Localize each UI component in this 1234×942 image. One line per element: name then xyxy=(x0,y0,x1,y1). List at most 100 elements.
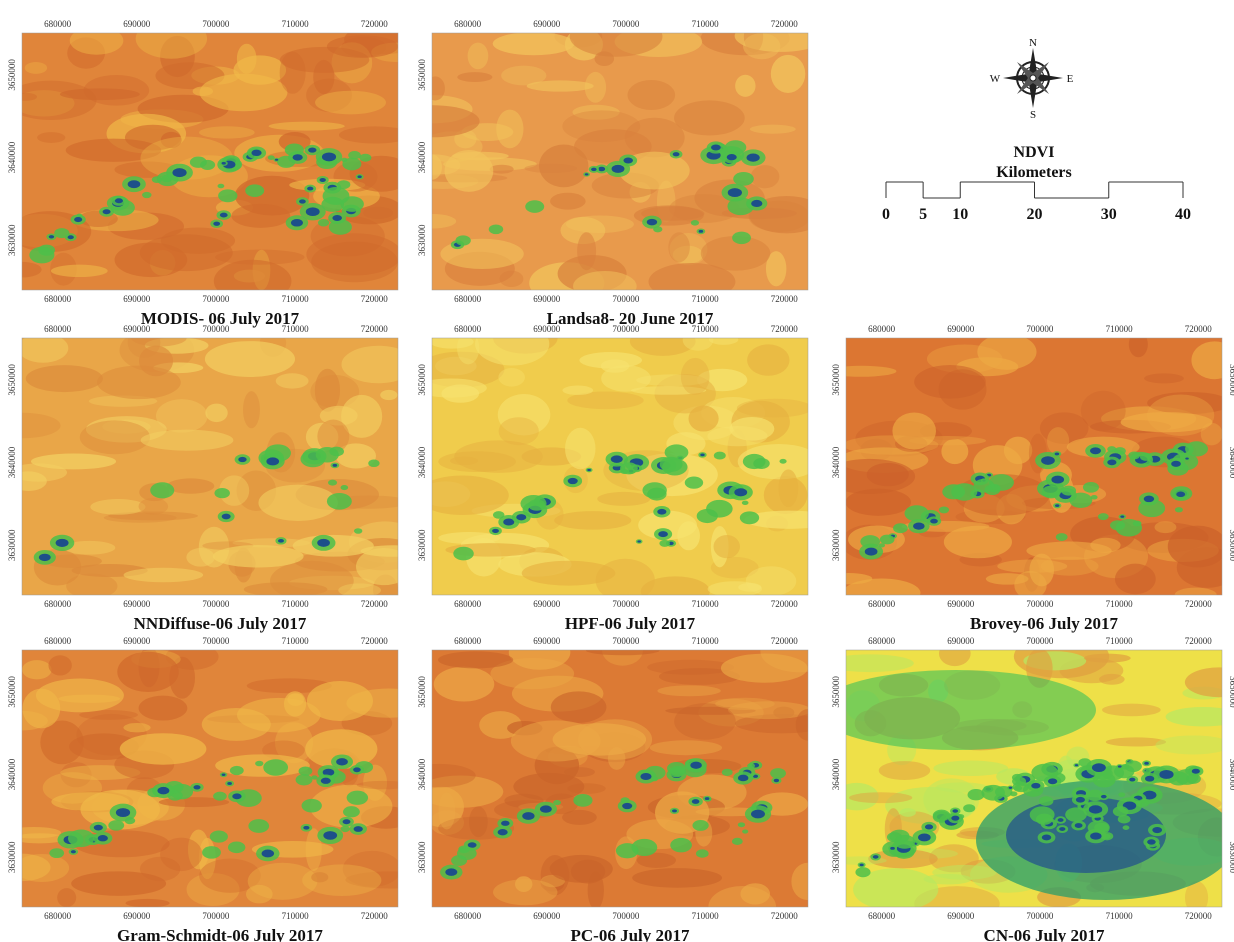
terrain xyxy=(499,417,539,445)
vegetation-dense xyxy=(705,797,710,800)
terrain xyxy=(709,334,738,345)
x-tick-label: 720000 xyxy=(1185,636,1213,646)
vegetation xyxy=(880,535,895,545)
terrain xyxy=(438,651,513,668)
terrain xyxy=(57,888,76,907)
vegetation-dense xyxy=(1041,456,1055,465)
vegetation xyxy=(327,493,352,510)
vegetation xyxy=(740,511,759,524)
vegetation xyxy=(455,235,470,245)
compass-e: E xyxy=(1067,73,1074,85)
terrain xyxy=(595,51,615,66)
terrain xyxy=(977,334,1036,370)
vegetation-dense xyxy=(172,168,186,177)
scale-label: 10 xyxy=(952,206,968,223)
vegetation-dense xyxy=(774,779,779,782)
terrain xyxy=(5,81,96,120)
terrain xyxy=(22,660,52,679)
terrain xyxy=(565,428,596,470)
vegetation-dense xyxy=(1092,763,1106,772)
terrain xyxy=(879,761,930,780)
x-tick-label: 720000 xyxy=(361,599,389,609)
x-tick-label: 720000 xyxy=(361,19,389,29)
vegetation xyxy=(528,499,545,510)
terrain xyxy=(1047,427,1069,455)
panel-title: CN-06 July 2017 xyxy=(984,926,1105,942)
terrain xyxy=(237,44,257,74)
terrain xyxy=(202,708,271,741)
vegetation xyxy=(1175,507,1183,512)
vegetation xyxy=(855,867,870,877)
x-tick-label: 710000 xyxy=(692,19,720,29)
y-tick-label: 3650000 xyxy=(1228,676,1234,708)
x-tick-label: 690000 xyxy=(947,911,975,921)
terrain xyxy=(1155,735,1231,754)
y-tick-label: 3650000 xyxy=(7,59,17,91)
vegetation-dense xyxy=(56,539,69,547)
terrain xyxy=(341,346,415,384)
vegetation-dense xyxy=(637,540,641,542)
vegetation-dense xyxy=(1090,447,1101,454)
terrain xyxy=(681,358,710,395)
terrain xyxy=(751,165,780,188)
vegetation-dense xyxy=(711,144,721,150)
y-tick-label: 3630000 xyxy=(417,529,427,561)
terrain xyxy=(441,385,479,403)
vegetation xyxy=(49,848,64,858)
terrain xyxy=(36,679,124,713)
x-tick-label: 690000 xyxy=(947,324,975,334)
y-tick-label: 3650000 xyxy=(1228,364,1234,396)
x-tick-label: 680000 xyxy=(44,294,72,304)
x-tick-label: 690000 xyxy=(533,599,561,609)
vegetation-dense xyxy=(865,548,878,556)
x-tick-label: 700000 xyxy=(202,911,230,921)
vegetation-dense xyxy=(1176,492,1185,497)
terrain xyxy=(37,132,65,143)
terrain xyxy=(735,75,755,97)
x-tick-label: 710000 xyxy=(692,324,720,334)
terrain xyxy=(1099,674,1125,685)
vegetation-dense xyxy=(291,219,303,226)
map-image xyxy=(0,327,427,605)
vegetation xyxy=(340,826,349,832)
vegetation xyxy=(342,158,361,171)
x-tick-label: 680000 xyxy=(868,599,896,609)
scale-label: 5 xyxy=(919,206,927,223)
y-tick-label: 3640000 xyxy=(7,141,17,173)
vegetation xyxy=(770,768,786,779)
terrain xyxy=(1144,373,1184,383)
terrain xyxy=(668,232,690,262)
y-tick-label: 3630000 xyxy=(417,224,427,256)
vegetation-dense xyxy=(103,209,111,214)
vegetation xyxy=(1042,486,1061,499)
vegetation-dense xyxy=(299,199,306,203)
vegetation-dense xyxy=(658,531,668,537)
vegetation-dense xyxy=(1075,764,1078,766)
x-tick-label: 710000 xyxy=(282,19,310,29)
terrain xyxy=(826,654,914,672)
y-tick-label: 3640000 xyxy=(7,758,17,790)
vegetation-dense xyxy=(115,198,123,203)
terrain xyxy=(771,55,805,93)
y-tick-label: 3650000 xyxy=(831,676,841,708)
vegetation-dense xyxy=(332,215,342,221)
vegetation xyxy=(1012,777,1026,786)
vegetation-dense xyxy=(952,809,958,813)
map-image xyxy=(0,644,434,908)
map-image xyxy=(415,322,834,606)
vegetation xyxy=(328,480,337,486)
y-tick-label: 3630000 xyxy=(7,224,17,256)
terrain xyxy=(445,150,494,192)
vegetation-dense xyxy=(227,782,232,785)
map-panel: 6800006800006900006900007000007000007100… xyxy=(415,322,834,633)
map-panel: 6800006800006900006900007000007000007100… xyxy=(824,324,1234,633)
vegetation-dense xyxy=(336,758,348,765)
x-tick-label: 700000 xyxy=(612,636,640,646)
vegetation xyxy=(1140,453,1152,461)
x-tick-label: 700000 xyxy=(202,19,230,29)
vegetation-dense xyxy=(275,159,278,161)
vegetation xyxy=(894,835,915,849)
terrain xyxy=(867,463,909,486)
terrain xyxy=(302,864,381,896)
